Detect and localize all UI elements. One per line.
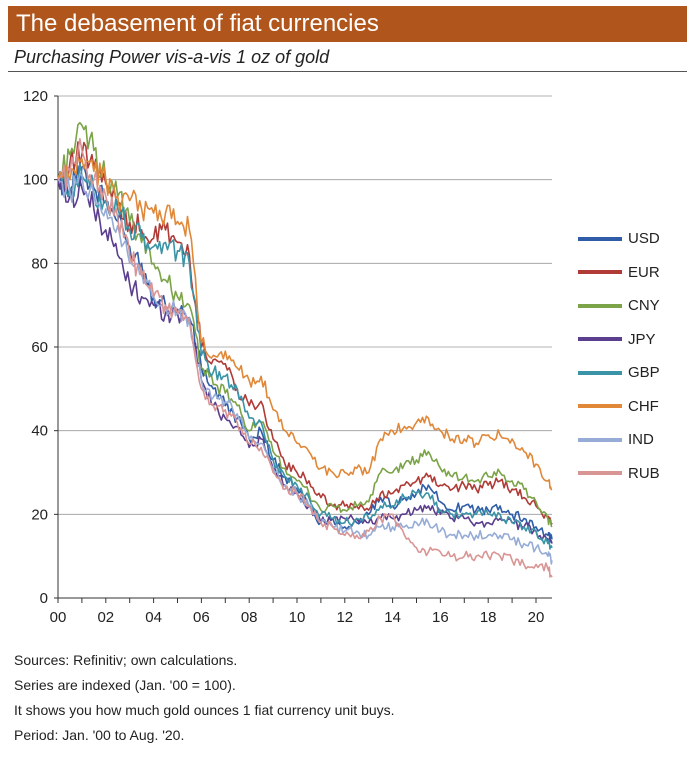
chart-title: The debasement of fiat currencies — [8, 6, 687, 42]
legend-label: GBP — [628, 364, 660, 382]
legend-swatch — [578, 236, 622, 241]
chart-subtitle: Purchasing Power vis-a-vis 1 oz of gold — [8, 44, 687, 72]
legend-item-eur: EUR — [578, 256, 660, 290]
legend-label: CNY — [628, 297, 660, 315]
legend-swatch — [578, 437, 622, 442]
legend-label: JPY — [628, 330, 656, 348]
series-line-cny — [57, 121, 553, 528]
series-lines — [57, 121, 553, 578]
legend-item-chf: CHF — [578, 390, 660, 424]
y-tick-label: 20 — [31, 506, 48, 523]
legend-swatch — [578, 270, 622, 275]
legend-swatch — [578, 303, 622, 308]
x-tick-label: 20 — [528, 609, 545, 626]
x-tick-label: 10 — [289, 609, 306, 626]
series-line-chf — [57, 157, 553, 491]
footnotes: Sources: Refinitiv; own calculations. Se… — [14, 648, 684, 748]
legend-label: USD — [628, 230, 660, 248]
line-chart: 0 20 40 60 80 100 120 00 02 04 06 08 10 12 14 16 18 20 — [23, 88, 553, 626]
legend-label: IND — [628, 431, 654, 449]
note-indexing: Series are indexed (Jan. '00 = 100). — [14, 677, 236, 693]
legend-swatch — [578, 471, 622, 476]
x-tick-label: 00 — [50, 609, 67, 626]
x-tick-label: 18 — [480, 609, 497, 626]
y-tick-label: 100 — [23, 172, 48, 189]
legend: USD EUR CNY JPY GBP CHF IND RUB — [578, 222, 660, 490]
x-tick-label: 02 — [97, 609, 114, 626]
series-line-rub — [57, 138, 553, 578]
legend-item-cny: CNY — [578, 289, 660, 323]
y-tick-label: 120 — [23, 88, 48, 105]
legend-item-rub: RUB — [578, 457, 660, 491]
legend-label: EUR — [628, 263, 660, 281]
x-tick-label: 14 — [384, 609, 401, 626]
legend-swatch — [578, 370, 622, 375]
legend-item-ind: IND — [578, 423, 660, 457]
series-line-gbp — [57, 162, 553, 550]
note-description: It shows you how much gold ounces 1 fiat… — [14, 702, 395, 718]
y-tick-label: 80 — [31, 255, 48, 272]
series-line-eur — [57, 141, 553, 526]
legend-item-gbp: GBP — [578, 356, 660, 390]
note-sources: Sources: Refinitiv; own calculations. — [14, 652, 238, 668]
legend-swatch — [578, 337, 622, 342]
x-tick-label: 08 — [241, 609, 258, 626]
legend-item-jpy: JPY — [578, 323, 660, 357]
x-tick-label: 04 — [145, 609, 162, 626]
legend-label: CHF — [628, 397, 659, 415]
x-tick-label: 12 — [336, 609, 353, 626]
y-tick-label: 40 — [31, 423, 48, 440]
grid-lines — [58, 95, 552, 515]
legend-label: RUB — [628, 464, 660, 482]
note-period: Period: Jan. '00 to Aug. '20. — [14, 727, 185, 743]
y-tick-label: 60 — [31, 339, 48, 356]
x-tick-label: 06 — [193, 609, 210, 626]
legend-item-usd: USD — [578, 222, 660, 256]
series-line-usd — [57, 165, 553, 543]
legend-swatch — [578, 404, 622, 409]
y-tick-label: 0 — [40, 590, 48, 607]
x-tick-label: 16 — [432, 609, 449, 626]
